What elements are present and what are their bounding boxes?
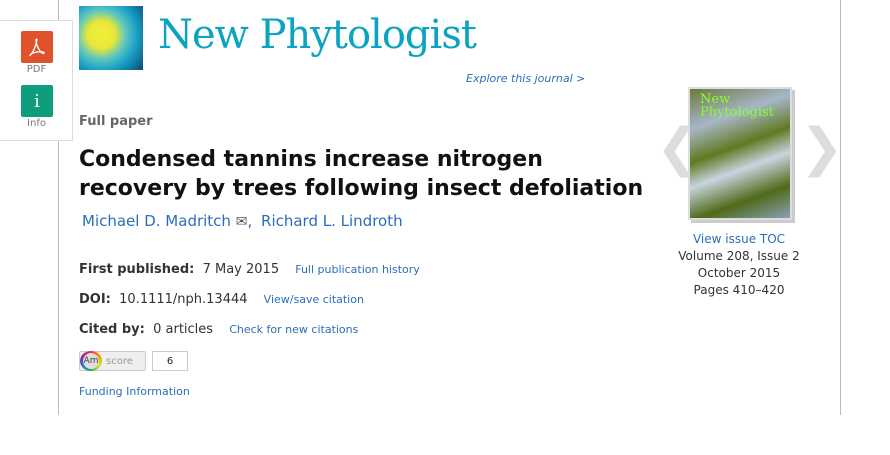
next-issue-arrow[interactable]: ❯ bbox=[800, 118, 844, 178]
issue-volume: Volume 208, Issue 2 bbox=[678, 249, 800, 263]
pdf-icon bbox=[29, 38, 45, 57]
right-divider bbox=[840, 0, 841, 415]
pdf-button[interactable] bbox=[21, 31, 53, 63]
funding-information-link[interactable]: Funding Information bbox=[79, 385, 190, 398]
issue-cover-image[interactable]: New Phytologist bbox=[688, 87, 792, 220]
publication-history-link[interactable]: Full publication history bbox=[295, 263, 420, 276]
info-label: Info bbox=[27, 118, 46, 129]
issue-pages: Pages 410–420 bbox=[693, 283, 785, 297]
left-divider bbox=[58, 0, 59, 415]
altmetric-score-label: score bbox=[106, 355, 133, 367]
author-link[interactable]: Richard L. Lindroth bbox=[261, 212, 403, 230]
cited-by-label: Cited by: bbox=[79, 322, 145, 337]
email-icon[interactable]: ✉ bbox=[235, 214, 248, 230]
altmetric-donut-icon: Am bbox=[80, 351, 102, 371]
info-icon: i bbox=[34, 90, 40, 112]
explore-journal-link[interactable]: Explore this journal > bbox=[466, 72, 586, 85]
view-issue-toc-link[interactable]: View issue TOC bbox=[692, 232, 786, 246]
cited-count: 0 articles bbox=[153, 322, 214, 337]
issue-info: View issue TOC Volume 208, Issue 2 Octob… bbox=[668, 231, 810, 299]
doi-row: DOI: 10.1111/nph.13444 View/save citatio… bbox=[79, 292, 364, 307]
first-published-row: First published: 7 May 2015 Full publica… bbox=[79, 262, 420, 277]
altmetric-badge[interactable]: Am score 6 bbox=[79, 351, 188, 371]
tool-sidebar: PDF i Info bbox=[0, 20, 73, 141]
altmetric-score-value: 6 bbox=[152, 351, 188, 371]
altmetric-logo-text: Am bbox=[83, 353, 99, 369]
author-link[interactable]: Michael D. Madritch bbox=[82, 212, 231, 230]
view-citation-link[interactable]: View/save citation bbox=[263, 293, 364, 306]
cover-title: New Phytologist bbox=[700, 92, 774, 120]
pdf-label: PDF bbox=[26, 64, 47, 75]
journal-logo[interactable] bbox=[79, 6, 143, 70]
issue-date: October 2015 bbox=[697, 266, 781, 280]
first-published-label: First published: bbox=[79, 262, 195, 277]
doi-value: 10.1111/nph.13444 bbox=[119, 292, 248, 307]
check-citations-link[interactable]: Check for new citations bbox=[229, 323, 359, 336]
doi-label: DOI: bbox=[79, 292, 111, 307]
article-type: Full paper bbox=[79, 114, 153, 129]
info-button[interactable]: i bbox=[21, 85, 53, 117]
cited-by-row: Cited by: 0 articles Check for new citat… bbox=[79, 322, 358, 337]
article-title: Condensed tannins increase nitrogen reco… bbox=[79, 147, 644, 201]
author-list: Michael D. Madritch ✉, Richard L. Lindro… bbox=[82, 212, 403, 230]
first-published-date: 7 May 2015 bbox=[202, 262, 280, 277]
journal-title[interactable]: New Phytologist bbox=[158, 12, 477, 58]
altmetric-logo: Am score bbox=[79, 351, 146, 371]
